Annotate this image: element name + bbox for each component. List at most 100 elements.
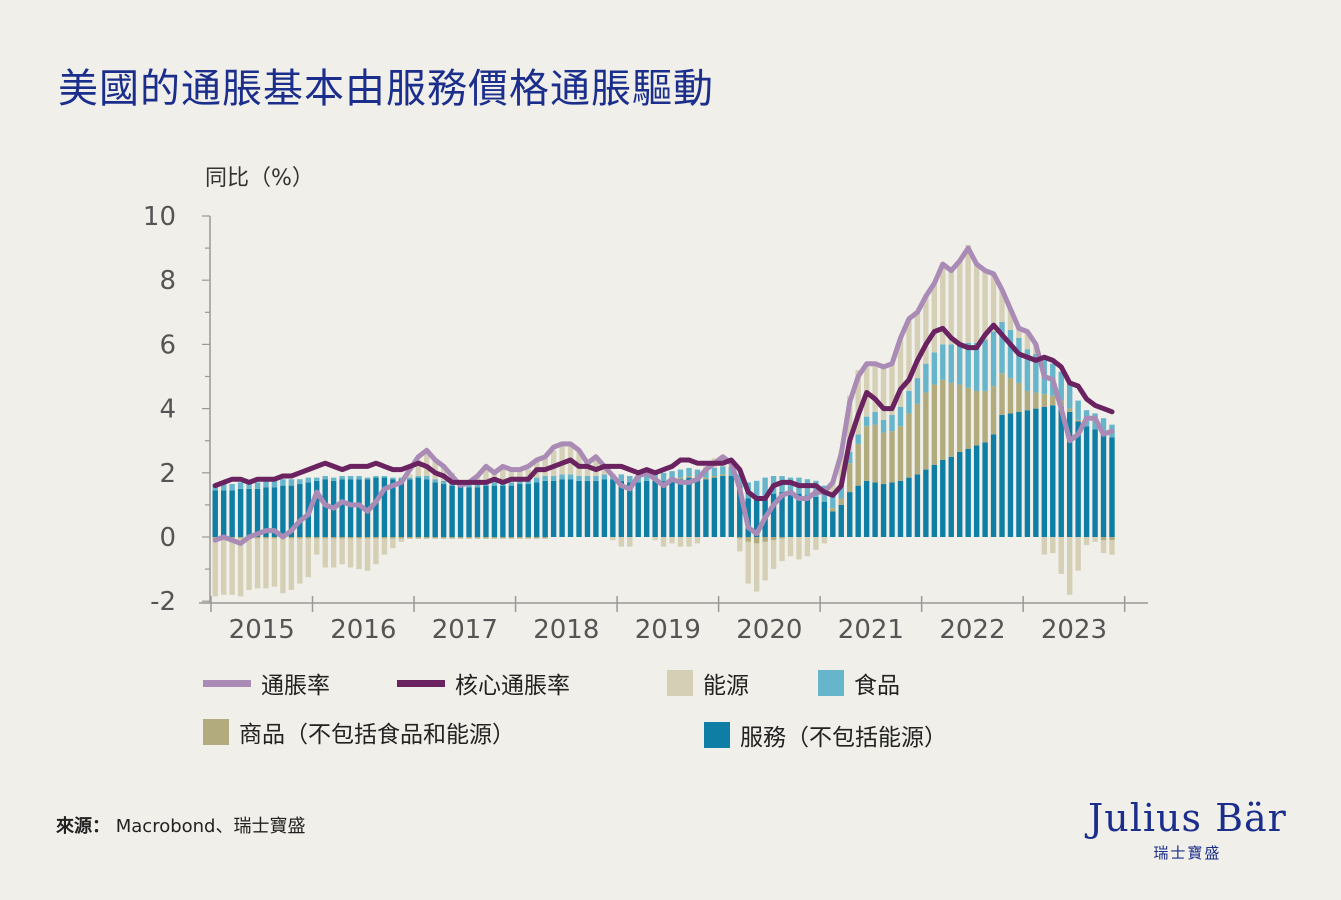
bar-food [288,479,295,486]
bar-food [999,321,1005,374]
bar-energy [314,538,320,555]
bar-food [474,484,481,488]
bar-goods [424,537,430,539]
bar-goods [737,537,743,539]
bar-services [1033,408,1039,537]
bar-services [711,477,718,537]
bar-energy [1109,540,1115,555]
bar-goods [889,431,895,483]
bar-services [872,482,878,537]
bar-goods [931,384,938,465]
bar-energy [897,337,904,407]
bar-goods [254,537,261,539]
bar-services [542,480,548,537]
x-tick-label: 2022 [939,615,1005,645]
bar-services [237,488,244,537]
bar-energy [872,363,878,412]
bar-food [550,476,557,481]
bar-services [1007,413,1014,537]
bar-food [703,469,709,478]
bar-energy [830,482,836,496]
legend-swatch-food [818,670,844,696]
logo-sub: 瑞士寶盛 [1153,844,1222,862]
bar-services [821,501,828,537]
bar-energy [474,474,481,485]
bar-services [297,484,303,537]
bar-goods [407,537,413,539]
bar-energy [263,538,269,589]
bar-services [847,492,853,537]
bar-services [931,464,938,537]
y-tick-label: 0 [159,523,176,553]
bar-energy [1041,537,1048,555]
bar-services [627,482,633,537]
bar-services [1083,426,1090,537]
x-tick-label: 2017 [432,615,498,645]
bar-services [356,479,362,537]
bar-energy [787,537,794,557]
legend-energy: 能源 [667,666,749,700]
legend-swatch-core [397,679,445,687]
bar-goods [745,537,751,542]
bar-food [940,344,946,380]
bar-goods [872,424,878,483]
bar-food [542,476,548,481]
x-tick-label: 2015 [229,615,295,645]
bar-goods [923,392,929,470]
bar-energy [1083,537,1090,546]
bar-energy [271,538,278,587]
x-tick-label: 2023 [1041,615,1107,645]
bar-services [424,479,430,537]
bar-energy [948,270,954,345]
bar-services [508,485,515,537]
bar-food [863,416,870,427]
bar-services [737,485,743,537]
bar-food [381,476,388,478]
bar-food [1033,354,1039,393]
y-tick-label: 4 [159,395,176,425]
bar-food [1007,329,1014,379]
bar-energy [584,463,591,477]
bar-food [1016,337,1022,383]
bar-food [813,480,819,497]
bar-food [830,495,836,509]
bar-energy [339,538,345,565]
bar-goods [703,477,709,480]
bar-goods [339,537,345,539]
bar-food [508,482,515,486]
bar-energy [737,538,743,552]
bar-energy [973,264,980,343]
bar-goods [1033,392,1039,409]
bar-goods [880,432,887,485]
bar-services [863,480,870,537]
bar-goods [1109,537,1115,541]
bar-energy [847,395,853,452]
legend-core: 核心通脹率 [397,666,570,700]
legend-food: 食品 [818,666,900,700]
legend-label-headline: 通脹率 [261,673,330,699]
bar-energy [508,469,515,483]
bar-energy [660,537,667,547]
bar-food [576,476,582,481]
bar-food [525,480,531,485]
bar-services [1041,406,1048,537]
bar-food [220,484,227,491]
bar-food [1058,371,1064,401]
bar-energy [813,537,819,550]
bar-services [652,480,658,537]
bar-energy [855,370,861,435]
chart-title: 美國的通脹基本由服務價格通脹驅動 [58,66,714,112]
bar-goods [982,390,988,443]
bar-energy [246,538,252,590]
bar-energy [779,538,785,562]
bar-energy [753,543,760,592]
bar-food [466,484,472,488]
bar-services [982,442,988,537]
bar-energy [220,538,227,595]
bar-services [559,479,565,537]
bar-food [762,477,768,497]
bar-goods [330,537,337,539]
y-axis-label: 同比（%） [205,166,314,191]
bar-goods [381,537,388,539]
bar-services [525,484,531,537]
